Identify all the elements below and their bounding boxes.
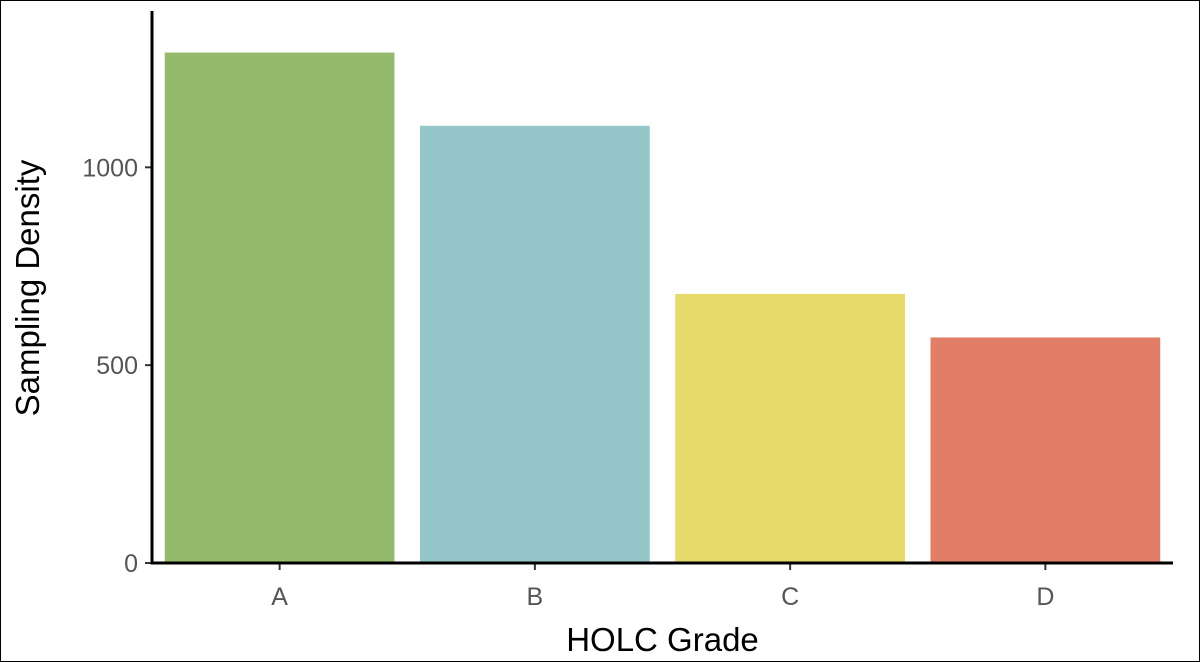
- y-tick-label: 1000: [82, 154, 138, 182]
- x-axis-title: HOLC Grade: [566, 621, 759, 658]
- x-tick-label: B: [527, 583, 544, 611]
- x-tick-label: C: [781, 583, 799, 611]
- x-tick-label: A: [271, 583, 288, 611]
- y-axis-title: Sampling Density: [9, 159, 46, 416]
- bars-group: [164, 52, 1161, 564]
- y-tick-label: 0: [124, 550, 138, 578]
- y-tick-label: 500: [96, 352, 138, 380]
- bar-b: [420, 125, 650, 564]
- y-ticks-group: 0 500 1000: [82, 154, 152, 578]
- bar-d: [930, 337, 1161, 563]
- x-tick-label: D: [1036, 583, 1054, 611]
- x-ticks-group: A B C D: [271, 563, 1054, 611]
- bar-c: [675, 293, 905, 563]
- bar-a: [164, 52, 395, 563]
